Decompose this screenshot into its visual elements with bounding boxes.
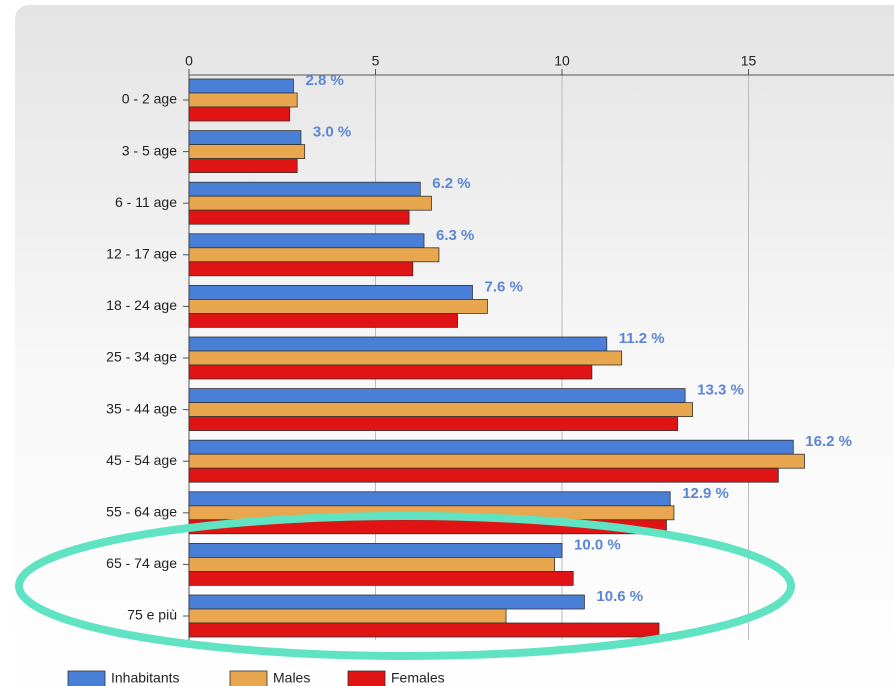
y-tick-label: 35 - 44 age	[106, 400, 177, 416]
bar	[188, 336, 608, 352]
bar	[188, 233, 425, 249]
bar	[188, 181, 421, 197]
bar	[188, 312, 458, 328]
value-label: 13.3 %	[697, 382, 744, 399]
y-tick-label: 25 - 34 age	[106, 349, 177, 365]
bar	[188, 557, 555, 572]
bar	[188, 608, 507, 624]
y-tick-label: 12 - 17 age	[106, 246, 177, 262]
bar	[188, 350, 623, 366]
y-tick-label: 6 - 11 age	[115, 194, 177, 210]
bar	[188, 195, 432, 211]
y-tick-label: 3 - 5 age	[122, 142, 177, 158]
x-tick-label: 5	[372, 53, 380, 69]
bar	[188, 247, 440, 263]
value-label: 6.3 %	[436, 227, 474, 244]
bar	[188, 402, 693, 418]
legend-label: Inhabitants	[111, 670, 180, 686]
bar	[188, 416, 679, 432]
bar	[188, 491, 671, 507]
x-tick-label: 10	[554, 53, 570, 69]
bar	[188, 622, 660, 638]
y-tick-label: 65 - 74 age	[106, 555, 177, 571]
bar	[188, 467, 779, 483]
bar	[188, 92, 298, 108]
value-label: 7.6 %	[484, 278, 522, 295]
value-label: 10.0 %	[574, 536, 621, 553]
value-label: 6.2 %	[432, 175, 470, 192]
legend-swatch	[229, 670, 268, 686]
bar	[188, 594, 585, 610]
legend-swatch	[347, 670, 386, 686]
value-label: 3.0 %	[313, 124, 351, 141]
highlight	[15, 512, 795, 660]
bar	[188, 158, 298, 174]
bar	[188, 298, 488, 314]
bar	[188, 144, 306, 160]
bar	[188, 571, 574, 586]
x-tick-label: 15	[741, 53, 757, 69]
value-label: 10.6 %	[596, 588, 643, 605]
legend-swatch	[67, 670, 106, 686]
bar	[188, 364, 593, 380]
bar	[188, 261, 414, 277]
bar	[188, 209, 410, 225]
bar	[188, 284, 473, 300]
bar	[188, 543, 563, 558]
legend-label: Males	[273, 670, 310, 686]
y-tick-label: 55 - 64 age	[106, 504, 177, 520]
y-tick-label: 18 - 24 age	[106, 297, 177, 313]
x-tick-label: 0	[185, 53, 193, 69]
legend-label: Females	[391, 670, 445, 686]
value-label: 12.9 %	[682, 485, 729, 502]
value-label: 11.2 %	[619, 330, 665, 347]
bar	[188, 388, 686, 404]
bar	[188, 439, 794, 455]
bar	[188, 453, 805, 469]
bar	[188, 106, 291, 122]
bar	[188, 130, 302, 146]
y-tick-label: 75 e più	[127, 607, 177, 623]
value-label: 16.2 %	[805, 433, 852, 450]
bar	[188, 78, 294, 94]
value-label: 2.8 %	[305, 72, 343, 89]
y-tick-label: 45 - 54 age	[106, 452, 177, 468]
y-tick-label: 0 - 2 age	[122, 91, 177, 107]
